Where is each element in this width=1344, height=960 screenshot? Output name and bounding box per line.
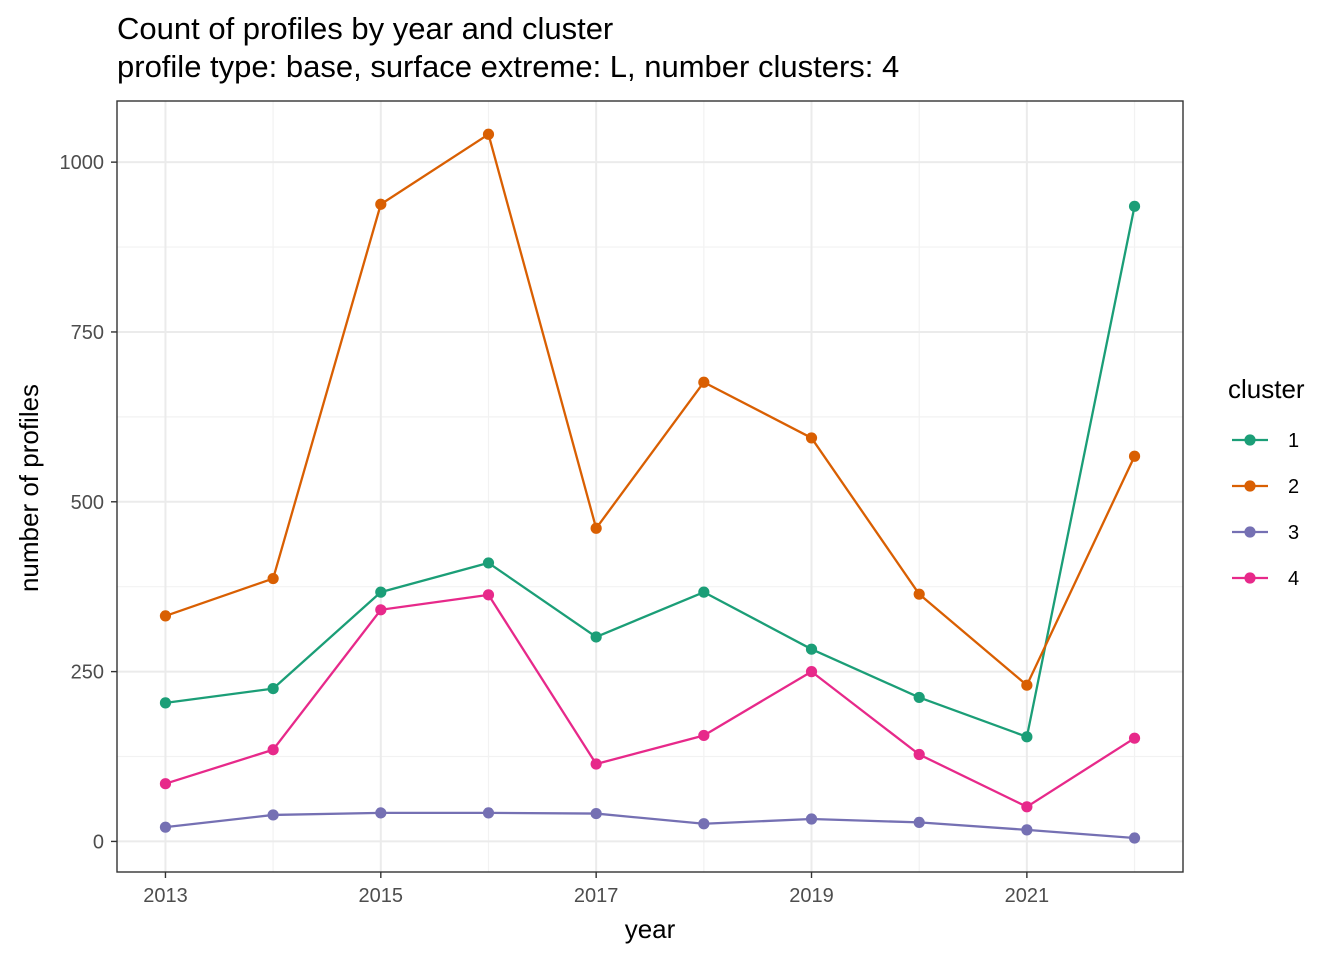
data-point-1 (698, 586, 710, 598)
x-axis-title: year (625, 914, 676, 944)
data-point-3 (698, 818, 710, 830)
x-tick-label: 2019 (789, 885, 834, 907)
legend-label-2: 2 (1288, 476, 1299, 498)
legend-label-3: 3 (1288, 522, 1299, 544)
data-point-1 (913, 691, 925, 704)
data-point-1 (805, 643, 818, 655)
legend-label-4: 4 (1288, 568, 1299, 590)
x-tick-label: 2021 (1005, 885, 1050, 907)
y-tick-label: 500 (71, 492, 104, 514)
data-point-1 (1128, 200, 1141, 212)
legend-key-point-2 (1244, 480, 1256, 492)
legend: cluster 1 2 3 4 (1228, 374, 1305, 590)
data-point-4 (267, 744, 279, 756)
data-point-4 (805, 666, 818, 678)
x-tick-label: 2017 (574, 885, 619, 907)
chart-title: Count of profiles by year and cluster (117, 11, 614, 46)
data-point-1 (1021, 731, 1033, 743)
y-tick-label: 750 (71, 322, 104, 344)
legend-title: cluster (1228, 374, 1305, 404)
data-point-2 (913, 588, 925, 600)
data-point-2 (1021, 679, 1033, 691)
data-point-4 (1128, 732, 1141, 744)
y-axis-title: number of profiles (14, 384, 44, 592)
legend-key-point-4 (1244, 572, 1256, 584)
legend-key-point-1 (1244, 434, 1256, 446)
data-point-2 (805, 432, 818, 444)
x-tick-label: 2013 (143, 885, 188, 907)
x-axis: 2013 2015 2017 2019 2021 (143, 872, 1049, 907)
data-point-4 (375, 604, 387, 616)
data-point-1 (267, 682, 279, 695)
y-tick-label: 250 (71, 662, 104, 684)
data-point-4 (913, 748, 925, 761)
major-gridlines (117, 101, 1183, 872)
data-point-4 (1021, 801, 1033, 813)
data-point-3 (375, 807, 387, 819)
data-point-3 (159, 821, 172, 833)
data-point-3 (805, 813, 818, 825)
data-point-1 (375, 586, 387, 598)
data-point-4 (698, 729, 710, 742)
y-axis: 0 250 500 750 1000 (60, 152, 117, 853)
chart-title-block: Count of profiles by year and cluster pr… (117, 10, 899, 86)
data-point-2 (159, 610, 172, 622)
data-point-3 (267, 809, 279, 821)
series-line-4 (165, 593, 1136, 808)
data-point-2 (590, 522, 602, 534)
y-tick-label: 1000 (60, 152, 105, 174)
series-points (159, 128, 1141, 844)
data-point-3 (913, 816, 925, 829)
data-point-2 (267, 572, 279, 585)
series-line-2 (165, 133, 1136, 687)
data-point-1 (590, 631, 602, 643)
data-point-2 (1128, 450, 1141, 462)
series-lines (165, 133, 1136, 840)
data-point-2 (482, 128, 495, 140)
data-point-3 (590, 807, 602, 820)
data-point-1 (159, 697, 172, 709)
data-point-2 (375, 198, 387, 210)
data-point-4 (159, 778, 172, 790)
x-tick-label: 2015 (359, 885, 404, 907)
legend-key-point-3 (1244, 526, 1256, 538)
chart-subtitle: profile type: base, surface extreme: L, … (117, 49, 900, 84)
y-tick-label: 0 (93, 831, 104, 853)
data-point-4 (482, 589, 495, 601)
series-line-1 (165, 206, 1136, 738)
data-point-4 (590, 758, 602, 770)
data-point-3 (1021, 824, 1033, 836)
data-point-1 (482, 557, 495, 569)
minor-gridlines (117, 101, 1183, 872)
panel-border (116, 100, 1184, 873)
data-point-3 (1128, 832, 1141, 844)
series-line-3 (165, 811, 1135, 840)
data-point-3 (482, 807, 495, 819)
legend-label-1: 1 (1288, 430, 1299, 452)
data-point-2 (698, 376, 710, 388)
